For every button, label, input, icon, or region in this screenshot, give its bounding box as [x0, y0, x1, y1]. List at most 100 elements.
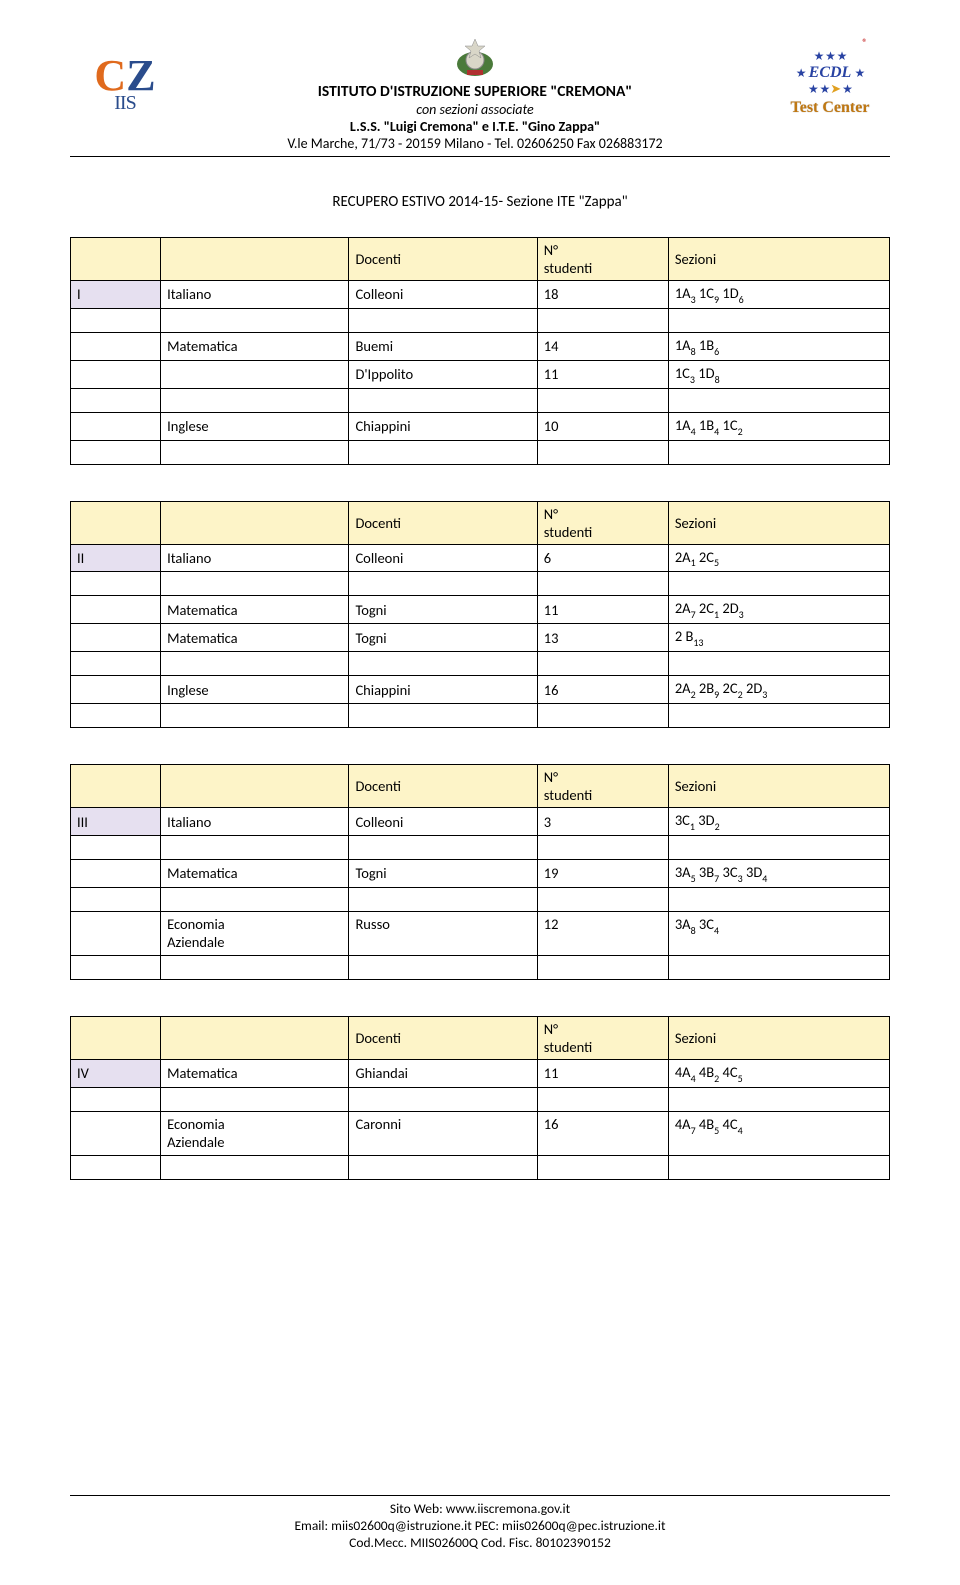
col-docenti: Docenti: [349, 1016, 537, 1059]
table-row: [71, 955, 890, 979]
count-cell: 11: [537, 596, 668, 624]
table-row: IItalianoColleoni181A3 1C9 1D6: [71, 281, 890, 309]
teacher-cell: Russo: [349, 911, 537, 955]
teacher-cell: Caronni: [349, 1111, 537, 1155]
table-row: IIIItalianoColleoni33C1 3D2: [71, 808, 890, 836]
table-t3: DocentiN°studentiSezioniIIIItalianoColle…: [70, 764, 890, 980]
institution-title: ISTITUTO D'ISTRUZIONE SUPERIORE "CREMONA…: [190, 82, 760, 101]
teacher-cell: Chiappini: [349, 676, 537, 704]
subject-cell: Inglese: [161, 676, 349, 704]
count-cell: 19: [537, 860, 668, 888]
col-docenti: Docenti: [349, 765, 537, 808]
col-sezioni: Sezioni: [668, 765, 889, 808]
table-row: IngleseChiappini162A2 2B9 2C2 2D3: [71, 676, 890, 704]
sections-cell: 1A3 1C9 1D6: [668, 281, 889, 309]
level-cell: I: [71, 281, 161, 309]
sections-cell: 2A2 2B9 2C2 2D3: [668, 676, 889, 704]
sections-cell: 1A8 1B6: [668, 332, 889, 360]
header-divider: [70, 156, 890, 157]
col-nstudenti: N°studenti: [537, 238, 668, 281]
footer-website: Sito Web: www.iiscremona.gov.it: [0, 1500, 960, 1517]
subject-cell: Inglese: [161, 412, 349, 440]
sections-cell: 4A4 4B2 4C5: [668, 1059, 889, 1087]
col-sezioni: Sezioni: [668, 501, 889, 544]
teacher-cell: Ghiandai: [349, 1059, 537, 1087]
count-cell: 13: [537, 624, 668, 652]
col-sezioni: Sezioni: [668, 1016, 889, 1059]
star-row-icon: ★ ★ ★: [791, 49, 870, 64]
count-cell: 14: [537, 332, 668, 360]
col-docenti: Docenti: [349, 501, 537, 544]
teacher-cell: D'Ippolito: [349, 360, 537, 388]
table-row: MatematicaTogni193A5 3B7 3C3 3D4: [71, 860, 890, 888]
table-row: D'Ippolito111C3 1D8: [71, 360, 890, 388]
cursor-icon: ➤: [830, 82, 841, 97]
subject-cell: Italiano: [161, 281, 349, 309]
letterhead: CZ IIS ISTITUTO D'ISTRUZIONE SUPERIORE "…: [70, 30, 890, 152]
institution-line3: L.S.S. "Luigi Cremona" e I.T.E. "Gino Za…: [190, 118, 760, 135]
table-header-row: DocentiN°studentiSezioni: [71, 1016, 890, 1059]
table-row: MatematicaBuemi141A8 1B6: [71, 332, 890, 360]
subject-cell: Matematica: [161, 332, 349, 360]
teacher-cell: Chiappini: [349, 412, 537, 440]
table-row: EconomiaAziendaleCaronni164A7 4B5 4C4: [71, 1111, 890, 1155]
subject-cell: Matematica: [161, 860, 349, 888]
subject-cell: Italiano: [161, 544, 349, 572]
count-cell: 11: [537, 360, 668, 388]
col-docenti: Docenti: [349, 238, 537, 281]
table-row: [71, 572, 890, 596]
col-nstudenti: N°studenti: [537, 1016, 668, 1059]
count-cell: 12: [537, 911, 668, 955]
sections-cell: 1C3 1D8: [668, 360, 889, 388]
page-footer: Sito Web: www.iiscremona.gov.it Email: m…: [0, 1495, 960, 1551]
subject-cell: EconomiaAziendale: [161, 911, 349, 955]
table-row: [71, 652, 890, 676]
sections-cell: 2A1 2C5: [668, 544, 889, 572]
subject-cell: Matematica: [161, 1059, 349, 1087]
table-t1: DocentiN°studentiSezioniIItalianoColleon…: [70, 237, 890, 465]
footer-email: Email: miis02600q@istruzione.it PEC: mii…: [0, 1517, 960, 1534]
table-row: [71, 308, 890, 332]
table-row: EconomiaAziendaleRusso123A8 3C4: [71, 911, 890, 955]
table-row: [71, 440, 890, 464]
sections-cell: 3A8 3C4: [668, 911, 889, 955]
table-row: [71, 836, 890, 860]
sections-cell: 2A7 2C1 2D3: [668, 596, 889, 624]
subject-cell: [161, 360, 349, 388]
count-cell: 10: [537, 412, 668, 440]
teacher-cell: Colleoni: [349, 281, 537, 309]
italy-emblem-icon: [450, 34, 500, 80]
count-cell: 16: [537, 1111, 668, 1155]
table-row: IIItalianoColleoni62A1 2C5: [71, 544, 890, 572]
table-row: [71, 1155, 890, 1179]
count-cell: 16: [537, 676, 668, 704]
sections-cell: 3A5 3B7 3C3 3D4: [668, 860, 889, 888]
subject-cell: EconomiaAziendale: [161, 1111, 349, 1155]
level-cell: II: [71, 544, 161, 572]
col-sezioni: Sezioni: [668, 238, 889, 281]
teacher-cell: Togni: [349, 860, 537, 888]
table-row: MatematicaTogni112A7 2C1 2D3: [71, 596, 890, 624]
sections-cell: 1A4 1B4 1C2: [668, 412, 889, 440]
sections-cell: 3C1 3D2: [668, 808, 889, 836]
test-center-label: Test Center: [791, 99, 870, 117]
subject-cell: Italiano: [161, 808, 349, 836]
level-cell: III: [71, 808, 161, 836]
table-row: [71, 704, 890, 728]
table-header-row: DocentiN°studentiSezioni: [71, 765, 890, 808]
school-logo: CZ IIS: [70, 30, 180, 140]
table-row: MatematicaTogni132 B13: [71, 624, 890, 652]
star-row-icon: ★ ★➤★: [791, 82, 870, 97]
table-row: [71, 388, 890, 412]
col-nstudenti: N°studenti: [537, 501, 668, 544]
count-cell: 11: [537, 1059, 668, 1087]
subject-cell: Matematica: [161, 596, 349, 624]
registered-mark: ®: [791, 36, 868, 49]
table-header-row: DocentiN°studentiSezioni: [71, 501, 890, 544]
teacher-cell: Togni: [349, 624, 537, 652]
subject-cell: Matematica: [161, 624, 349, 652]
ecdl-badge: ® ★ ★ ★ ★ ECDL ★ ★ ★➤★ Test Center: [770, 30, 890, 117]
teacher-cell: Togni: [349, 596, 537, 624]
teacher-cell: Buemi: [349, 332, 537, 360]
sections-cell: 4A7 4B5 4C4: [668, 1111, 889, 1155]
